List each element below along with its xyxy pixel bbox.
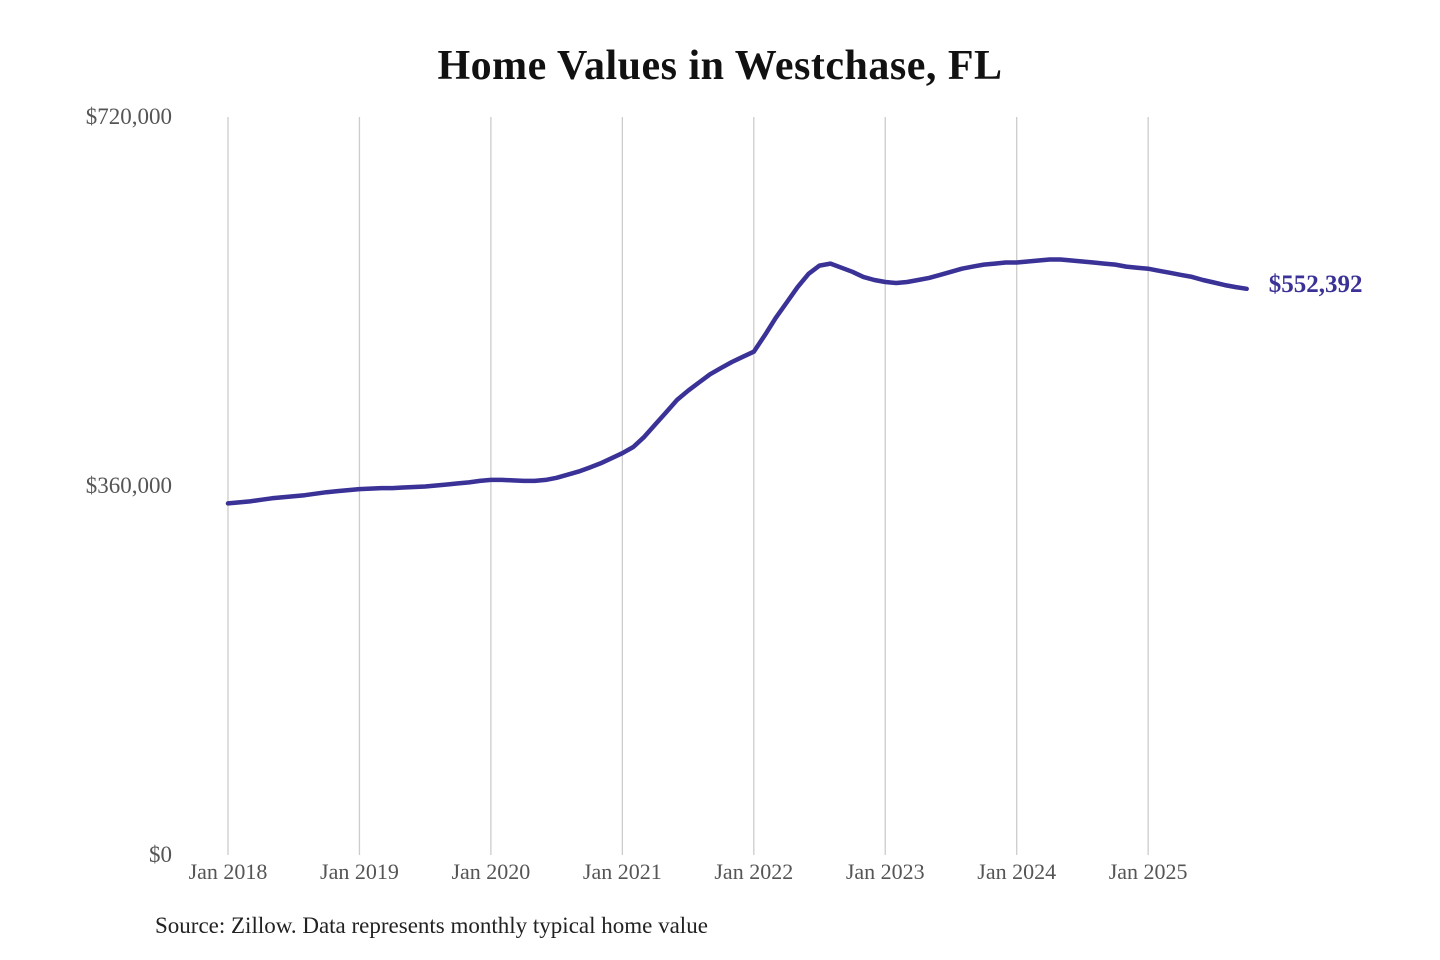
x-tick-jan-2022: Jan 2022 [714,859,794,884]
x-tick-jan-2018: Jan 2018 [188,859,268,884]
x-tick-jan-2019: Jan 2019 [320,859,399,884]
source-note: Source: Zillow. Data represents monthly … [155,913,708,938]
current-value-label: $552,392 [1268,270,1363,298]
x-tick-jan-2025: Jan 2025 [1108,859,1188,884]
y-tick-360000: $360,000 [85,473,172,498]
home-value-line [225,257,1249,506]
y-tick-720000: $720,000 [85,104,172,129]
x-tick-jan-2021: Jan 2021 [582,859,662,884]
vertical-gridlines [227,117,1149,855]
y-tick-0: $0 [149,842,172,867]
chart-title: Home Values in Westchase, FL [437,43,1003,89]
x-tick-jan-2024: Jan 2024 [977,859,1057,884]
x-tick-jan-2023: Jan 2023 [845,859,925,884]
x-tick-jan-2020: Jan 2020 [451,859,531,884]
